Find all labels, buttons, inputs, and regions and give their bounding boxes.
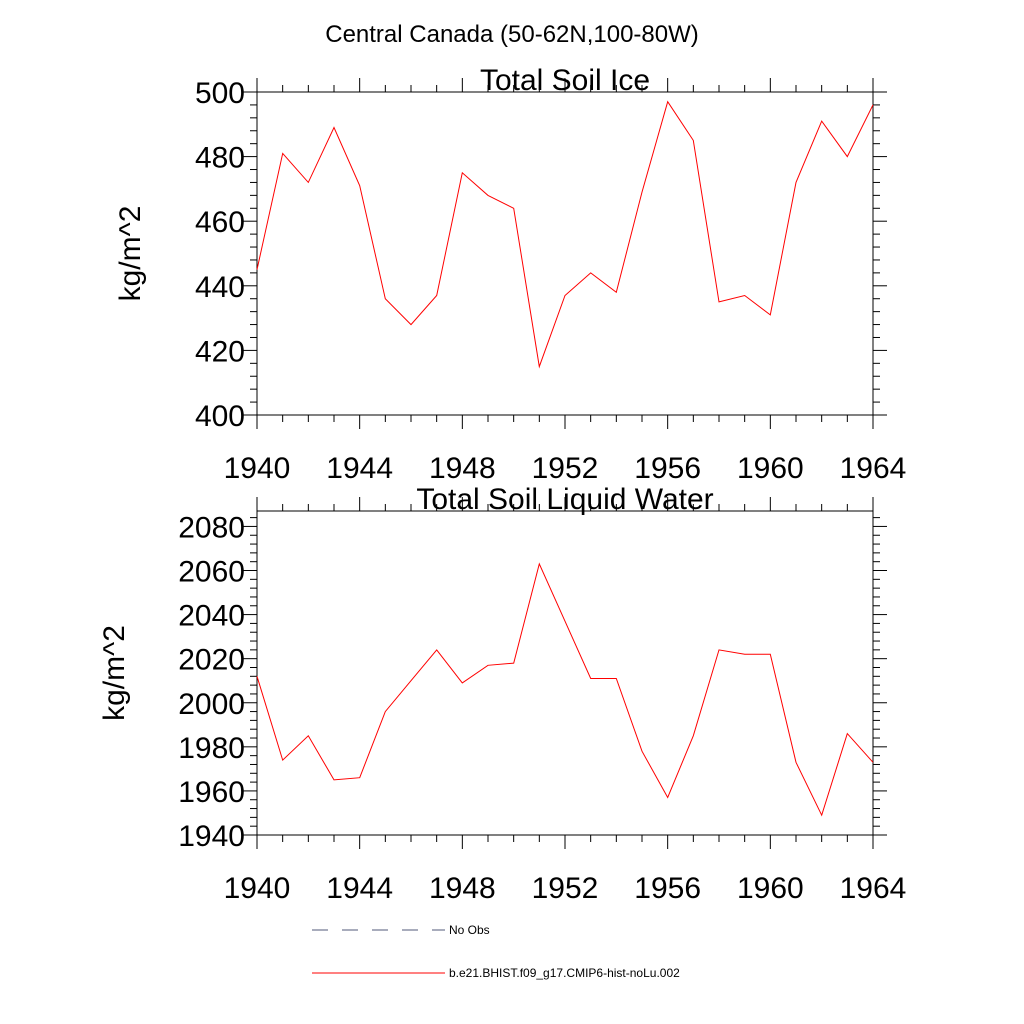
legend: No Obs b.e21.BHIST.f09_g17.CMIP6-hist-no… xyxy=(312,923,680,980)
total-soil-ice-x-tick-label: 1956 xyxy=(634,452,701,485)
total-soil-liquid-water-y-tick-label: 1940 xyxy=(178,820,245,853)
total-soil-liquid-water-series-line xyxy=(256,562,874,817)
total-soil-ice-y-tick-label: 460 xyxy=(195,206,245,239)
legend-obs-label: No Obs xyxy=(449,923,490,937)
total-soil-liquid-water-x-tick-label: 1948 xyxy=(429,872,496,905)
total-soil-ice-y-tick-label: 400 xyxy=(195,400,245,433)
total-soil-liquid-water-x-tick-label: 1952 xyxy=(532,872,599,905)
total-soil-ice-x-tick-label: 1944 xyxy=(326,452,393,485)
total-soil-ice-y-tick-label: 500 xyxy=(195,77,245,110)
total-soil-liquid-water-y-tick-label: 2020 xyxy=(178,644,245,677)
total-soil-ice-y-axis-label: kg/m^2 xyxy=(114,206,147,302)
total-soil-liquid-water-y-tick-label: 2000 xyxy=(178,688,245,721)
total-soil-ice-x-tick-label: 1964 xyxy=(840,452,907,485)
total-soil-ice-series-line xyxy=(256,100,874,369)
total-soil-liquid-water-y-tick-label: 2060 xyxy=(178,556,245,589)
total-soil-ice-y-tick-label: 440 xyxy=(195,271,245,304)
total-soil-ice-axes-frame xyxy=(256,91,874,416)
total-soil-liquid-water-y-tick-label: 2080 xyxy=(178,511,245,544)
total-soil-liquid-water-y-tick-label: 1960 xyxy=(178,776,245,809)
total-soil-ice-y-tick-label: 420 xyxy=(195,335,245,368)
total-soil-ice-x-tick-label: 1948 xyxy=(429,452,496,485)
total-soil-liquid-water-x-tick-label: 1940 xyxy=(224,872,291,905)
total-soil-liquid-water-y-tick-label: 2040 xyxy=(178,600,245,633)
total-soil-liquid-water-x-tick-label: 1944 xyxy=(326,872,393,905)
total-soil-liquid-water-x-tick-label: 1956 xyxy=(634,872,701,905)
figure-title: Central Canada (50-62N,100-80W) xyxy=(325,21,699,48)
total-soil-ice-x-tick-label: 1952 xyxy=(532,452,599,485)
total-soil-ice-x-tick-label: 1940 xyxy=(224,452,291,485)
legend-model-label: b.e21.BHIST.f09_g17.CMIP6-hist-noLu.002 xyxy=(449,966,680,980)
total-soil-ice-y-tick-label: 480 xyxy=(195,142,245,175)
total-soil-ice-x-tick-label: 1960 xyxy=(737,452,804,485)
total-soil-liquid-water-x-tick-label: 1960 xyxy=(737,872,804,905)
total-soil-liquid-water-y-tick-label: 1980 xyxy=(178,732,245,765)
total-soil-liquid-water-x-tick-label: 1964 xyxy=(840,872,907,905)
total-soil-liquid-water-axes-frame xyxy=(256,510,874,836)
total-soil-liquid-water-y-axis-label: kg/m^2 xyxy=(98,625,131,721)
